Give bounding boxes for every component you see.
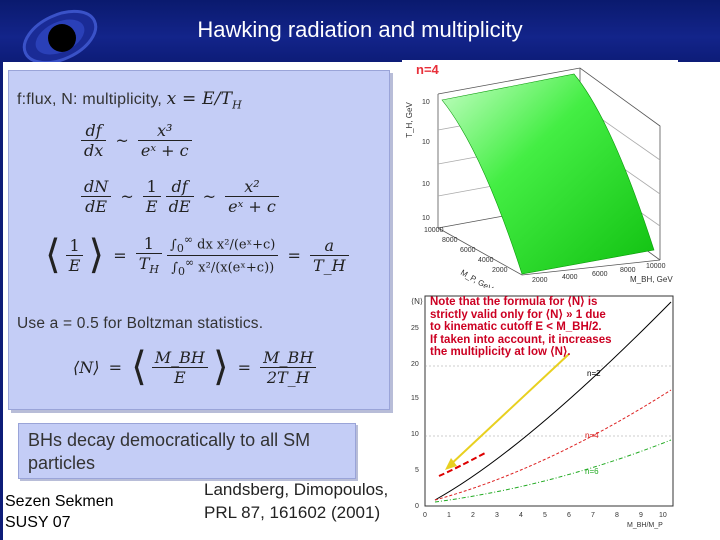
y-tick-0: 0 <box>415 503 419 510</box>
y-tick-20: 20 <box>411 361 419 368</box>
y-axis-label: ⟨N⟩ <box>411 297 423 306</box>
x-tick-10: 10 <box>659 512 667 519</box>
page-title: Hawking radiation and multiplicity <box>197 17 523 42</box>
formula-panel: f:flux, N: multiplicity, x = E/TH df dx ~… <box>8 70 390 410</box>
x-tick-2: 8000 <box>442 237 458 244</box>
equation-flux: df dx ~ x³ eˣ + c <box>81 121 192 160</box>
y-tick-5: 5 <box>415 467 419 474</box>
x-tick-5: 5 <box>543 512 547 519</box>
x-tick-9: 9 <box>639 512 643 519</box>
x-tick-4: 4000 <box>478 257 494 264</box>
y-tick-2: 4000 <box>562 274 578 281</box>
reference-journal: PRL 87, 161602 (2001) <box>204 503 381 522</box>
z-tick-3: 10 <box>422 181 430 188</box>
x-tick-1: 10000 <box>424 227 444 234</box>
y-tick-1: 2000 <box>532 277 548 284</box>
arrow-head <box>445 458 457 470</box>
y-tick-15: 15 <box>411 395 419 402</box>
plot3d-n-label: n=4 <box>416 62 439 77</box>
curve-n6 <box>434 439 672 503</box>
note-line-1: Note that the formula for ⟨N⟩ is <box>430 296 598 308</box>
x-tick-3: 6000 <box>460 247 476 254</box>
y-tick-10: 10 <box>411 431 419 438</box>
equation-mean-multiplicity: ⟨N⟩ = ⟨ M_BH E ⟩ = M_BH 2T_H <box>73 347 317 387</box>
decay-note-box: BHs decay democratically to all SM parti… <box>18 423 356 479</box>
multiplicity-plot: n=2 n=4 n=6 0 5 10 15 20 25 ⟨N⟩ 0 1 2 3 … <box>405 290 677 530</box>
y-tick-3: 6000 <box>592 271 608 278</box>
x-axis-label: M_P, GeV <box>459 268 495 288</box>
temperature-surface-plot: T_H, GeV 10 10 10 10 10000 8000 6000 400… <box>402 60 678 288</box>
y-tick-25: 25 <box>411 325 419 332</box>
author-name: Sezen Sekmen <box>5 493 114 510</box>
plot2d-frame <box>424 295 674 507</box>
x-tick-3: 3 <box>495 512 499 519</box>
header-bar: Hawking radiation and multiplicity <box>0 0 720 62</box>
conference-name: SUSY 07 <box>5 514 71 531</box>
x-tick-1: 1 <box>447 512 451 519</box>
z-tick-1: 10 <box>422 99 430 106</box>
note-line-4: If taken into account, it increases <box>430 333 612 346</box>
x-tick-7: 7 <box>591 512 595 519</box>
arrow-line <box>448 353 570 467</box>
kinematic-cutoff-note: Note that the formula for ⟨N⟩ is strictl… <box>430 296 670 359</box>
curve-n2 <box>434 301 672 501</box>
panel-intro: f:flux, N: multiplicity, x = E/TH <box>17 89 242 112</box>
plot2d-dashed-grid <box>425 365 673 437</box>
decay-note-text: BHs decay democratically to all SM parti… <box>28 430 311 473</box>
z-axis-label: T_H, GeV <box>405 102 414 138</box>
x-tick-8: 8 <box>615 512 619 519</box>
y-axis-label: M_BH, GeV <box>630 275 673 284</box>
author-block: Sezen Sekmen SUSY 07 <box>5 491 114 533</box>
z-tick-4: 10 <box>422 215 430 222</box>
curve-label-n6: n=6 <box>585 467 599 476</box>
curve-n4 <box>434 389 672 501</box>
x-tick-4: 4 <box>519 512 523 519</box>
reference-authors: Landsberg, Dimopoulos, <box>204 480 389 499</box>
note-line-3: to kinematic cutoff E < M_BH/2. <box>430 321 602 333</box>
x-tick-5: 2000 <box>492 267 508 274</box>
x-tick-0: 0 <box>423 512 427 519</box>
boltzmann-note: Use a = 0.5 for Boltzman statistics. <box>17 315 264 332</box>
panel-intro-text: f:flux, N: multiplicity, <box>17 91 162 108</box>
left-edge-bar <box>0 62 3 540</box>
x-axis-label: M_BH/M_P <box>627 522 663 529</box>
note-line-2: strictly valid only for ⟨N⟩ » 1 due <box>430 308 606 321</box>
x-tick-6: 6 <box>567 512 571 519</box>
logo-icon <box>22 9 98 62</box>
curve-label-n4: n=4 <box>585 431 599 440</box>
x-tick-2: 2 <box>471 512 475 519</box>
surface-mesh <box>441 73 655 275</box>
curve-label-n2: n=2 <box>587 369 601 378</box>
y-tick-4: 8000 <box>620 267 636 274</box>
reference-block: Landsberg, Dimopoulos, PRL 87, 161602 (2… <box>204 478 388 524</box>
dashed-low-curve <box>438 451 488 477</box>
note-line-5: the multiplicity at low ⟨N⟩. <box>430 346 571 358</box>
y-tick-5: 10000 <box>646 263 666 270</box>
z-tick-2: 10 <box>422 139 430 146</box>
